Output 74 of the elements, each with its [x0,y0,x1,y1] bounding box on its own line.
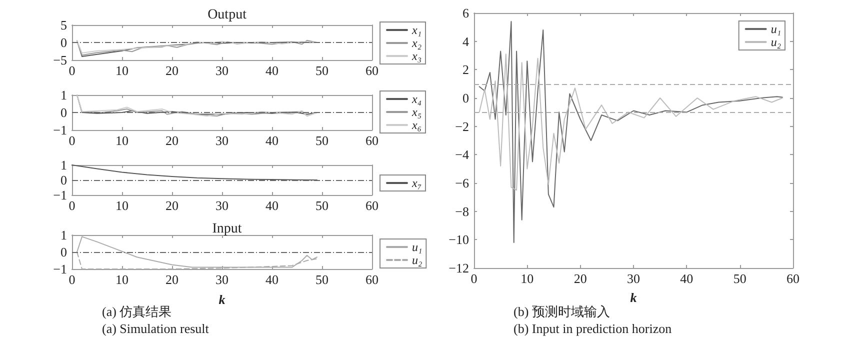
x-tick-label: 40 [266,63,278,78]
x-axis-title: k [218,292,226,307]
x-tick-label: 40 [266,133,278,148]
x-tick-label: 40 [680,271,694,286]
legend-label: u₂ [770,35,781,49]
x-tick-label: 40 [266,272,278,287]
line-series [478,21,783,243]
x-tick-label: 20 [166,133,178,148]
x-tick-label: 20 [574,271,587,286]
chart-title: Output [208,8,247,22]
y-tick-label: −4 [455,147,470,162]
y-tick-label: 0 [60,35,67,50]
y-tick-label: 0 [60,172,67,188]
x-tick-label: 10 [116,198,128,213]
y-tick-label: −12 [448,260,469,276]
y-tick-label: 1 [60,88,67,102]
legend-label: x₁ [411,23,422,37]
y-tick-label: 1 [60,158,67,172]
x-tick-label: 30 [216,272,228,287]
y-tick-label: −1 [53,188,67,202]
x-tick-label: 50 [316,63,328,78]
legend-label: x₄ [411,92,422,106]
y-tick-label: 1 [60,228,67,242]
y-tick-label: −10 [448,232,469,248]
x-tick-label: 60 [366,63,378,78]
x-tick-label: 30 [216,198,228,213]
y-tick-label: −2 [455,118,469,134]
legend-label: x₃ [411,49,422,63]
x-tick-label: 30 [216,63,228,78]
legend-label: u₁ [412,240,422,254]
y-tick-label: −8 [455,204,469,219]
y-tick-label: −5 [53,52,67,68]
chart-title: Input [212,222,242,236]
y-tick-label: −1 [53,122,67,138]
y-tick-label: 5 [60,18,67,32]
x-tick-label: 50 [316,198,328,213]
y-tick-label: 0 [462,90,469,106]
y-tick-label: −6 [455,176,470,190]
x-tick-label: 30 [216,133,228,148]
x-axis-title: k [630,290,638,305]
legend-label: u₁ [770,22,781,36]
x-tick-label: 10 [520,271,534,286]
y-tick-label: 0 [60,244,67,260]
x-tick-label: 10 [116,272,128,287]
text: (a) Simulation result [102,321,210,336]
x-tick-label: 10 [116,63,128,78]
x-tick-label: 40 [266,198,278,213]
x-tick-label: 10 [116,133,128,148]
x-tick-label: 20 [166,198,178,213]
y-tick-label: 0 [60,105,67,120]
legend-label: x₇ [411,176,422,190]
y-tick-label: 2 [462,62,469,78]
legend-label: x₂ [411,36,422,50]
x-tick-label: 60 [366,133,378,148]
legend-label: u₂ [412,253,422,267]
x-tick-label: 60 [786,271,800,286]
y-tick-label: 4 [462,34,470,49]
x-tick-label: 20 [166,272,178,287]
text: (b) 预测时域输入 [513,304,610,319]
x-tick-label: 50 [316,272,328,287]
legend-label: x₆ [411,118,422,132]
y-tick-label: 6 [462,6,470,20]
legend-label: x₅ [411,105,422,119]
line-series [478,54,783,191]
y-tick-label: −1 [53,262,67,276]
x-tick-label: 30 [627,271,640,286]
x-tick-label: 60 [366,198,378,213]
text: (a) 仿真结果 [102,304,172,319]
x-tick-label: 60 [366,272,378,287]
text: (b) Input in prediction horizon [513,321,672,336]
x-tick-label: 50 [733,271,746,286]
x-tick-label: 20 [166,63,178,78]
line-series [72,164,318,180]
x-tick-label: 50 [316,133,328,148]
